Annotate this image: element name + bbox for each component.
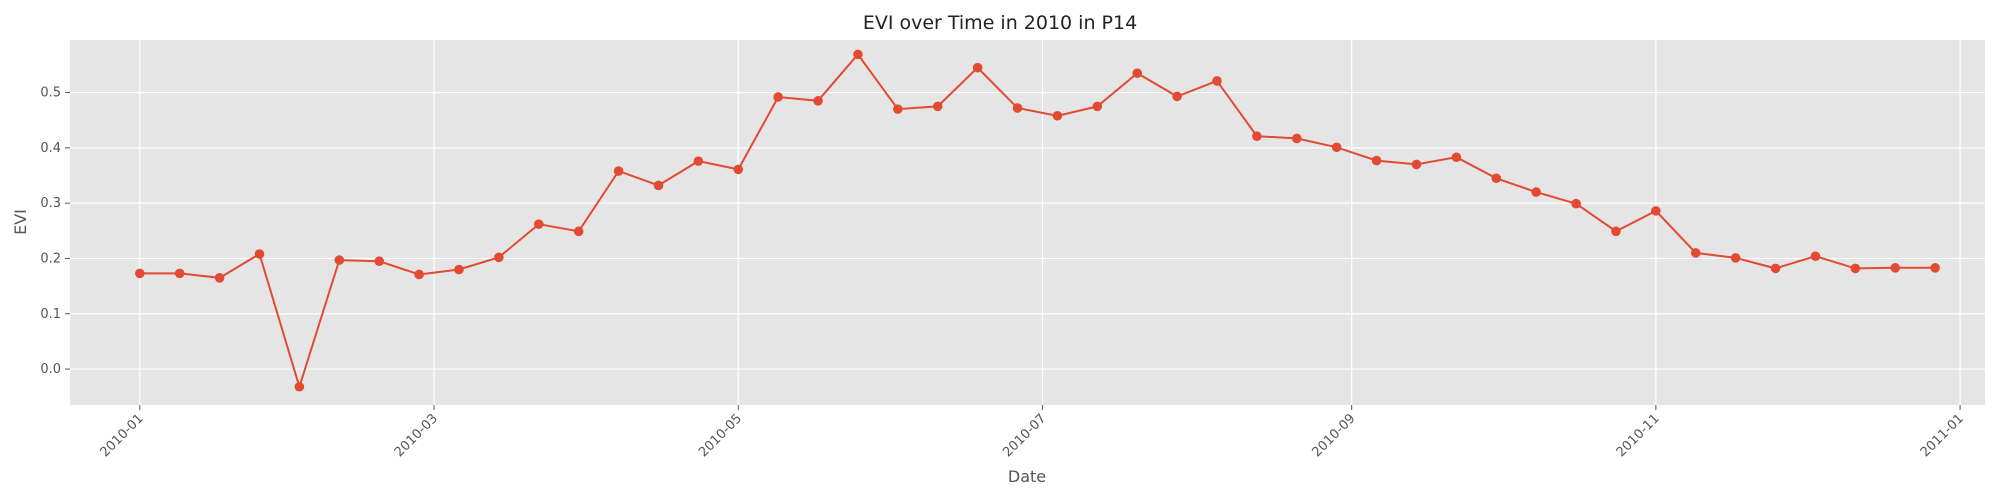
data-point [653, 180, 664, 191]
data-point [1890, 263, 1901, 273]
data-point [1451, 152, 1462, 163]
data-point [893, 104, 903, 114]
data-point [1690, 248, 1701, 258]
y-axis-ticks: 0.0 0.1 0.2 0.3 0.4 0.5 [40, 86, 70, 377]
data-point [1850, 263, 1861, 274]
y-tick-label: 0.1 [40, 307, 61, 322]
data-point [374, 256, 384, 267]
data-point [1411, 159, 1422, 170]
x-tick-label: 2010-05 [696, 411, 745, 460]
plot-area [70, 40, 1985, 405]
data-point [573, 226, 584, 237]
data-point [1730, 253, 1741, 263]
data-point [1092, 101, 1103, 112]
x-tick-label: 2011-01 [1918, 411, 1967, 460]
data-point [1611, 226, 1621, 237]
data-point [454, 264, 464, 275]
data-point [1651, 206, 1661, 216]
y-axis-label: EVI [11, 209, 30, 235]
y-tick-label: 0.3 [40, 196, 61, 211]
chart-title: EVI over Time in 2010 in P14 [863, 12, 1137, 34]
grid-lines [70, 40, 1985, 405]
data-point [1172, 91, 1182, 102]
data-point [773, 92, 783, 102]
data-point [1052, 110, 1063, 121]
x-tick-label: 2010-03 [392, 411, 441, 460]
x-axis-ticks: 2010-01 2010-03 2010-05 2010-07 2010-09 2010-… [98, 405, 1967, 460]
data-point [1531, 187, 1541, 197]
series-line [139, 52, 1936, 391]
data-point [414, 269, 424, 280]
data-point [135, 268, 145, 279]
data-point [1212, 76, 1222, 86]
x-tick-label: 2010-09 [1309, 411, 1358, 460]
data-point [1930, 263, 1940, 273]
data-point [174, 268, 185, 279]
x-axis-label: Date [1008, 467, 1046, 486]
data-point [1491, 173, 1502, 184]
data-point [214, 273, 225, 283]
data-point [494, 252, 504, 263]
data-point [813, 96, 823, 106]
data-point [1132, 68, 1143, 78]
y-tick-label: 0.0 [40, 362, 61, 377]
data-point [613, 166, 624, 176]
data-point [733, 164, 744, 175]
data-point [1012, 103, 1023, 113]
data-point [1571, 198, 1581, 209]
data-point [932, 101, 943, 112]
data-point [334, 255, 345, 265]
data-point [1252, 131, 1262, 142]
data-point [1770, 263, 1781, 274]
data-point [533, 219, 544, 229]
y-tick-label: 0.4 [40, 141, 61, 156]
data-point [1331, 142, 1342, 153]
data-point [294, 381, 305, 392]
data-point [693, 156, 704, 166]
data-point [254, 249, 265, 259]
y-tick-label: 0.5 [40, 86, 61, 101]
x-tick-label: 2010-01 [98, 411, 147, 460]
data-point [1291, 133, 1302, 144]
data-point [853, 49, 863, 60]
y-tick-label: 0.2 [40, 251, 61, 266]
data-point [1810, 251, 1821, 262]
x-tick-label: 2010-11 [1614, 411, 1663, 460]
data-point [972, 62, 983, 73]
x-tick-label: 2010-07 [1000, 411, 1049, 460]
data-point [1371, 155, 1382, 166]
data-points [135, 49, 1940, 392]
